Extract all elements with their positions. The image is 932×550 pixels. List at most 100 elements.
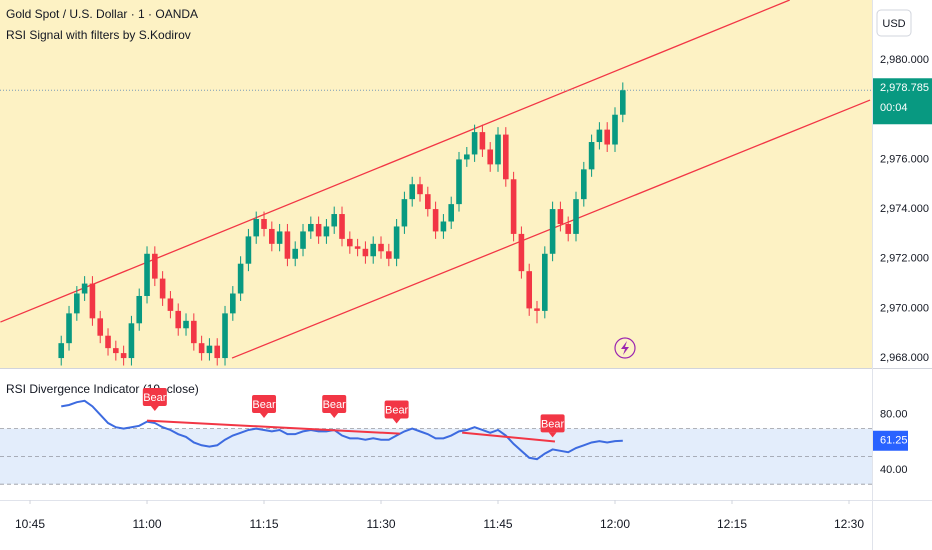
candle-body (573, 199, 579, 234)
signal-pointer (260, 412, 269, 418)
layer (0, 0, 872, 485)
channel-line (0, 0, 790, 323)
candle-body (409, 184, 416, 200)
candle-body (284, 231, 291, 259)
candle-body (386, 251, 392, 259)
price-scale-border (872, 0, 873, 550)
x-tick-label: 11:00 (132, 517, 161, 531)
candle-body (549, 209, 556, 254)
candle-body (105, 335, 111, 349)
pane-divider (0, 368, 932, 369)
y-tick-label: 80.00 (880, 409, 908, 421)
candle-body (370, 243, 377, 257)
candle-body (479, 132, 486, 150)
x-tick-label: 12:00 (600, 517, 630, 531)
candle-body (323, 226, 330, 237)
last-price-box (873, 78, 932, 125)
candle-body (612, 114, 618, 145)
candle-body (300, 231, 306, 249)
signal-box (142, 388, 167, 407)
y-tick-label: 2,972.000 (880, 253, 929, 265)
y-tick-label: 40.00 (880, 464, 908, 476)
last-price-label: 2,978.785 (880, 82, 929, 94)
candle-body (144, 253, 150, 296)
candle-body (456, 159, 462, 205)
candle-body (237, 263, 244, 294)
y-tick-label: 2,976.000 (880, 153, 929, 165)
candle-body (253, 219, 260, 237)
rsi-plot (0, 399, 872, 485)
candle-body (518, 233, 525, 272)
candle-body (269, 228, 275, 244)
candle-body (152, 253, 158, 279)
signal-box (384, 400, 409, 419)
candle-body (167, 298, 174, 311)
candle-body (331, 214, 338, 227)
signal-label: Bear (252, 399, 276, 411)
candle-body (347, 238, 353, 247)
candle-body (159, 278, 166, 299)
currency-button[interactable] (876, 9, 912, 37)
rsi-value-box (873, 430, 908, 451)
candle-body (401, 199, 408, 227)
candle-body (308, 223, 314, 232)
candle-body (222, 313, 228, 359)
candle-body (425, 194, 431, 210)
signal-pointer (392, 418, 401, 424)
x-tick-label: 12:15 (717, 517, 747, 531)
divergence-line (462, 431, 556, 443)
x-tick-label: 10:45 (15, 517, 45, 531)
candle-body (581, 169, 587, 200)
signal-pointer (548, 432, 557, 438)
signal-label: Bear (541, 418, 565, 430)
candle-body (495, 134, 501, 165)
rsi-line (61, 399, 623, 461)
rsi-value-label: 61.25 (880, 435, 908, 447)
time-scale-border (0, 500, 932, 501)
candle-body (191, 320, 197, 344)
candle-body (245, 236, 252, 264)
candle-body (417, 184, 423, 195)
candle-body (261, 219, 267, 229)
rsi-title: RSI Divergence Indicator (19, close) (6, 382, 199, 396)
candle-body (120, 353, 127, 359)
lightning (621, 341, 629, 355)
y-tick-label: 2,974.000 (880, 203, 929, 215)
candle-body (487, 149, 494, 165)
candle-body (97, 318, 104, 336)
x-tick-label: 12:30 (834, 517, 864, 531)
candle-body (557, 209, 564, 224)
candle-body (588, 142, 595, 170)
candle-body (128, 323, 135, 359)
symbol-title: Gold Spot / U.S. Dollar · 1 · OANDA (6, 7, 198, 21)
candle-body (81, 283, 88, 294)
x-tick-label: 11:15 (249, 517, 278, 531)
candle-body (596, 129, 603, 143)
candle-body (378, 243, 384, 252)
candle-body (58, 343, 65, 359)
signal-label: Bear (385, 404, 409, 416)
main-pane (0, 0, 872, 368)
candle-body (440, 221, 447, 232)
event-icon[interactable] (614, 337, 636, 359)
y-tick-label: 2,970.000 (880, 302, 929, 314)
signal-box (252, 394, 277, 413)
signal-label: Bear (143, 392, 167, 404)
candle-body (230, 293, 236, 314)
candle-body (206, 345, 213, 354)
candle-body (292, 248, 299, 259)
signal-label: Bear (323, 399, 347, 411)
candle-body (464, 154, 470, 160)
candle-body (183, 320, 189, 329)
currency[interactable]: USD (882, 18, 905, 30)
signal-pointer (330, 412, 339, 418)
candle-body (175, 310, 182, 329)
candle-body (198, 343, 205, 354)
candle-body (565, 223, 572, 234)
candle-body (66, 313, 72, 344)
candle-body (503, 134, 509, 180)
candle-body (542, 253, 548, 311)
candle-body (74, 293, 80, 314)
candle-body (432, 209, 439, 232)
